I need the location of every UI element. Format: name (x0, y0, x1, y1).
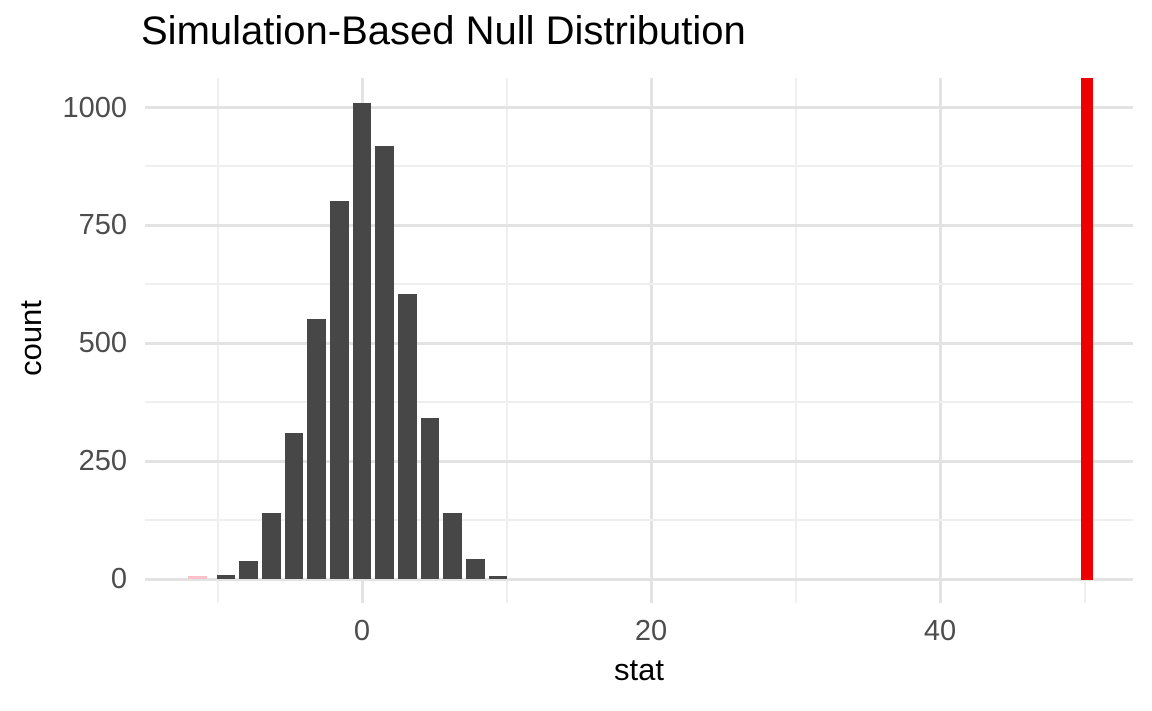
histogram-bar (352, 102, 372, 579)
minor-gridline-horizontal (145, 519, 1133, 522)
histogram-bar (443, 512, 462, 579)
histogram-bar (488, 576, 508, 579)
x-axis-title: stat (614, 652, 664, 687)
histogram-bar (398, 293, 417, 579)
plot-title: Simulation-Based Null Distribution (141, 9, 746, 53)
histogram-bar (239, 561, 258, 579)
minor-gridline-vertical (216, 78, 219, 603)
histogram-bar (216, 575, 236, 579)
minor-gridline-vertical (505, 78, 508, 603)
major-gridline-vertical (938, 78, 942, 603)
y-tick-label: 750 (78, 209, 127, 242)
histogram-bar (284, 432, 304, 579)
shaded-histogram-bar (188, 576, 207, 579)
minor-gridline-horizontal (145, 401, 1133, 404)
major-gridline-horizontal (145, 341, 1133, 345)
minor-gridline-horizontal (145, 283, 1133, 286)
major-gridline-vertical (649, 78, 653, 603)
y-tick-label: 0 (110, 563, 127, 595)
major-gridline-horizontal (145, 459, 1133, 463)
histogram-bar (307, 319, 326, 579)
major-gridline-horizontal (145, 106, 1133, 109)
y-tick-label: 250 (78, 445, 127, 478)
x-tick-label: 0 (353, 615, 371, 647)
minor-gridline-vertical (794, 78, 797, 603)
y-tick-label: 500 (78, 327, 127, 360)
histogram-bar (420, 418, 440, 579)
major-gridline-horizontal (145, 223, 1133, 227)
histogram-bar (262, 512, 281, 579)
histogram-bar (330, 200, 349, 579)
x-tick-label: 20 (634, 615, 668, 647)
observed-stat-line (1081, 78, 1094, 580)
y-tick-label: 1000 (62, 91, 127, 124)
x-tick-label: 40 (923, 615, 957, 647)
histogram-bar (375, 146, 394, 579)
major-gridline-horizontal (145, 577, 1133, 581)
histogram-bar (466, 558, 485, 579)
minor-gridline-horizontal (145, 165, 1133, 168)
